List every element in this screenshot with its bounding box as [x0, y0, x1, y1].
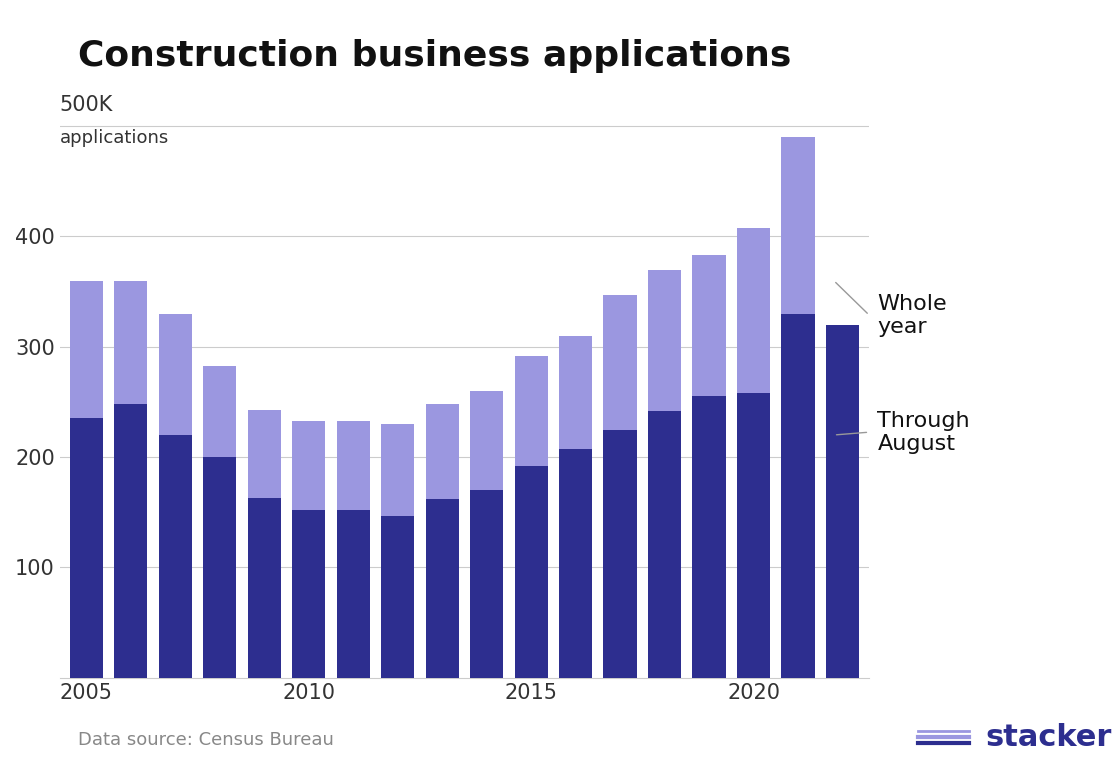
Text: Through
August: Through August: [877, 410, 970, 454]
Bar: [514, 466, 548, 678]
Bar: [159, 435, 192, 678]
Bar: [292, 510, 326, 678]
Bar: [692, 396, 726, 678]
Bar: [737, 228, 771, 393]
Bar: [114, 404, 148, 678]
Bar: [559, 449, 592, 678]
Bar: [692, 255, 726, 396]
Text: applications: applications: [59, 129, 169, 147]
Bar: [470, 490, 503, 678]
Bar: [203, 366, 236, 457]
Bar: [159, 314, 192, 435]
Bar: [470, 391, 503, 490]
Bar: [69, 418, 103, 678]
Bar: [336, 420, 370, 510]
Bar: [69, 281, 103, 418]
Bar: [737, 393, 771, 678]
Bar: [782, 314, 814, 678]
Bar: [381, 424, 414, 516]
Bar: [514, 356, 548, 466]
Bar: [203, 457, 236, 678]
Bar: [381, 516, 414, 678]
Bar: [604, 430, 637, 678]
Bar: [426, 404, 459, 499]
Text: Construction business applications: Construction business applications: [78, 39, 792, 73]
Bar: [248, 410, 281, 498]
Text: Whole
year: Whole year: [877, 293, 948, 337]
Text: 500K: 500K: [59, 95, 113, 115]
Bar: [559, 335, 592, 449]
Bar: [292, 420, 326, 510]
Text: Data source: Census Bureau: Data source: Census Bureau: [78, 731, 334, 749]
Bar: [825, 324, 859, 678]
Bar: [648, 411, 681, 678]
Bar: [336, 510, 370, 678]
Bar: [782, 137, 814, 314]
Text: stacker: stacker: [986, 722, 1112, 752]
Bar: [426, 499, 459, 678]
Bar: [248, 498, 281, 678]
Bar: [114, 281, 148, 404]
Bar: [648, 270, 681, 411]
Bar: [604, 295, 637, 430]
